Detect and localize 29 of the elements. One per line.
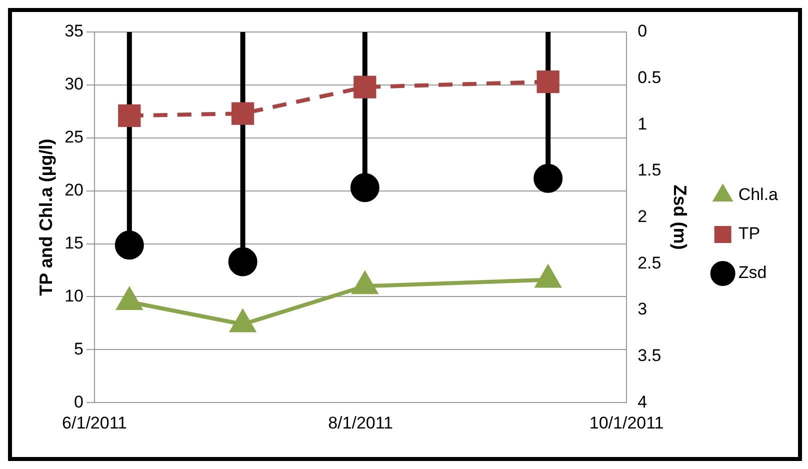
y2-tick-label: 2.5 — [638, 253, 662, 272]
y-tick-label: 30 — [64, 74, 84, 94]
x-tick-label: 6/1/2011 — [62, 413, 127, 432]
point — [534, 164, 563, 193]
y2-tick-label: 0 — [638, 22, 648, 41]
y2-tick-label: 3.5 — [638, 346, 662, 365]
x-tick-label: 8/1/2011 — [328, 413, 394, 432]
legend-label: Chl.a — [738, 185, 779, 204]
y2-axis-title: Zsd (m) — [670, 184, 690, 250]
y2-tick-label: 0.5 — [638, 68, 662, 88]
point — [114, 230, 144, 260]
y-tick-label: 10 — [64, 286, 84, 306]
y2-tick-label: 1 — [638, 114, 648, 134]
y2-tick-label: 1.5 — [638, 160, 662, 180]
point — [228, 247, 258, 276]
y-tick-label: 35 — [64, 22, 84, 41]
y-tick-label: 25 — [64, 128, 84, 147]
legend-label: Zsd — [738, 263, 767, 282]
legend-label: TP — [738, 224, 760, 244]
y2-tick-label: 3 — [638, 300, 648, 319]
y-tick-label: 5 — [74, 339, 84, 358]
point — [350, 173, 380, 202]
y-tick-label: 15 — [64, 233, 84, 252]
x-tick-label: 10/1/2011 — [589, 413, 664, 432]
y-axis-title: TP and Chl.a (µg/l) — [36, 138, 56, 296]
y2-tick-label: 2 — [638, 206, 648, 226]
y-tick-label: 20 — [64, 180, 84, 200]
y-tick-label: 0 — [74, 392, 84, 412]
y2-tick-label: 4 — [638, 392, 648, 412]
